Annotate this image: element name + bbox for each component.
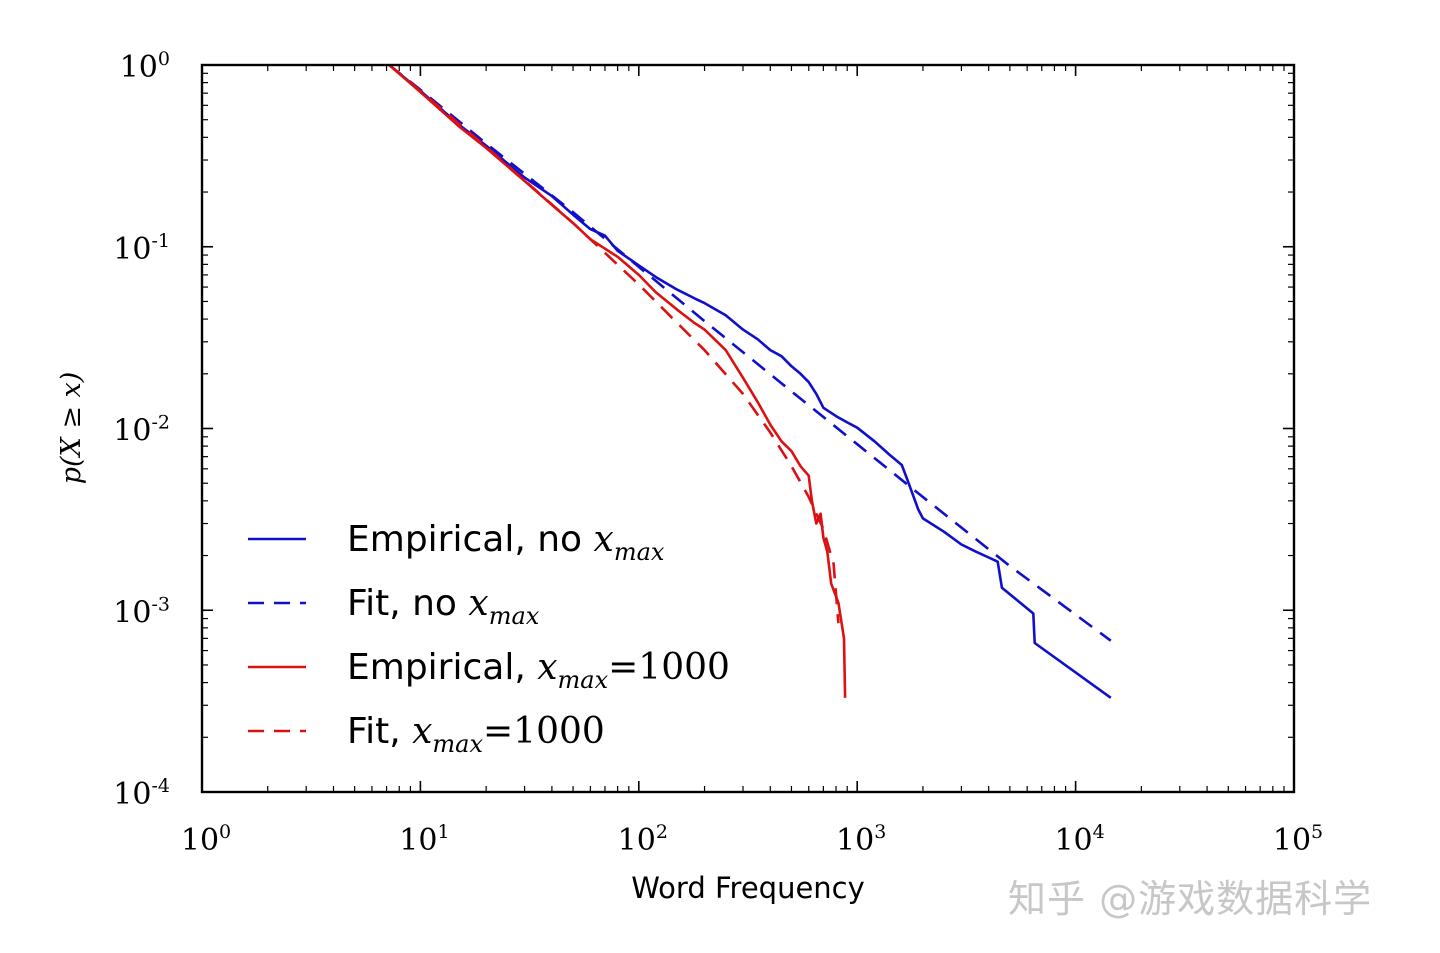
series-line-0 <box>388 63 1112 699</box>
legend-label-2: Empirical, xmax=1000 <box>347 647 730 694</box>
legend-label-0: Empirical, no xmax <box>347 519 665 566</box>
legend-label-1: Fit, no xmax <box>347 583 540 630</box>
x-tick-label: 100 <box>181 821 231 858</box>
y-tick-label: 10-2 <box>113 412 170 449</box>
y-tick-label: 10-1 <box>113 230 170 267</box>
tick-layer: 100 101 102 103 104 105 100 10-1 10-2 10-3 10-4 <box>113 48 1323 858</box>
legend: Empirical, no xmax Fit, no xmax Empirical,… <box>248 519 730 758</box>
watermark-text: 知乎 @游戏数据科学 <box>1008 877 1373 921</box>
y-tick-label: 10-3 <box>113 593 170 630</box>
series-line-3 <box>388 63 840 624</box>
y-tick-label: 100 <box>120 48 170 85</box>
y-tick-label: 10-4 <box>113 775 170 812</box>
x-tick-label: 101 <box>399 821 449 858</box>
x-tick-label: 102 <box>618 821 668 858</box>
x-axis-label: Word Frequency <box>631 871 865 905</box>
x-tick-label: 103 <box>836 821 886 858</box>
legend-label-3: Fit, xmax=1000 <box>347 711 605 758</box>
x-tick-label: 105 <box>1273 821 1323 858</box>
y-axis-label: p(X ≥ x) <box>56 372 87 485</box>
series-layer <box>388 63 1112 699</box>
x-tick-label: 104 <box>1054 821 1104 858</box>
